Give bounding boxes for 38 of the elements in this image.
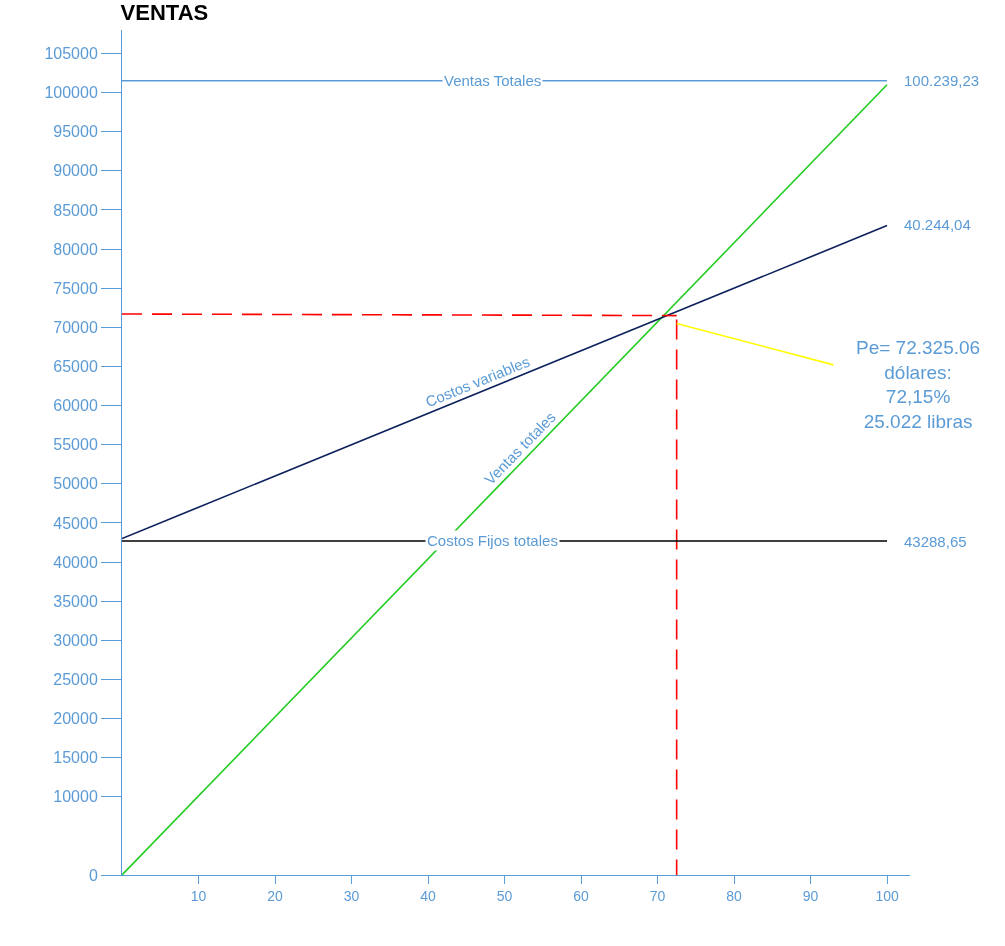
y-tick-label: 85000 bbox=[53, 201, 98, 219]
x-tick-label: 100 bbox=[875, 887, 899, 904]
y-tick-label: 70000 bbox=[53, 318, 98, 336]
y-tick-label: 90000 bbox=[53, 162, 98, 180]
y-tick-label: 60000 bbox=[53, 397, 98, 415]
y-tick-label: 100000 bbox=[44, 84, 98, 102]
y-tick-label: 95000 bbox=[53, 123, 98, 141]
x-tick-label: 70 bbox=[649, 887, 666, 904]
ref-line-label: Ventas Totales bbox=[444, 72, 542, 89]
y-tick-label: 65000 bbox=[53, 358, 98, 376]
x-tick-label: 60 bbox=[573, 887, 590, 904]
y-tick-label: 15000 bbox=[53, 749, 98, 767]
y-tick-label: 30000 bbox=[53, 631, 98, 649]
y-tick-label: 25000 bbox=[53, 671, 98, 688]
y-tick-label: 40000 bbox=[53, 553, 98, 571]
chart-title: VENTAS bbox=[120, 0, 209, 26]
x-tick-label: 80 bbox=[726, 887, 743, 904]
y-tick-label: 50000 bbox=[53, 475, 98, 493]
y-tick-label: 10000 bbox=[53, 788, 98, 806]
annotation: 100.239,23 bbox=[904, 72, 980, 89]
x-tick-label: 30 bbox=[343, 887, 360, 904]
x-tick-label: 50 bbox=[496, 887, 513, 904]
y-tick-label: 45000 bbox=[53, 514, 98, 532]
y-tick-label: 0 bbox=[88, 866, 98, 884]
y-tick-label: 75000 bbox=[53, 279, 98, 297]
y-tick-label: 105000 bbox=[44, 45, 98, 63]
x-tick-label: 40 bbox=[420, 887, 437, 904]
y-tick-label: 20000 bbox=[53, 710, 98, 728]
annotation: 40.244,04 bbox=[904, 216, 971, 233]
y-tick-label: 55000 bbox=[53, 436, 98, 454]
y-tick-label: 35000 bbox=[53, 592, 98, 610]
x-tick-label: 20 bbox=[267, 887, 284, 904]
x-tick-label: 90 bbox=[802, 887, 819, 904]
y-tick-label: 80000 bbox=[53, 240, 98, 258]
x-tick-label: 10 bbox=[190, 887, 207, 904]
ref-line-label: Costos Fijos totales bbox=[427, 532, 558, 549]
annotation: Pe= 72.325.06 dólares: 72,15% 25.022 libras bbox=[856, 337, 981, 433]
annotation: 43288,65 bbox=[904, 533, 967, 550]
